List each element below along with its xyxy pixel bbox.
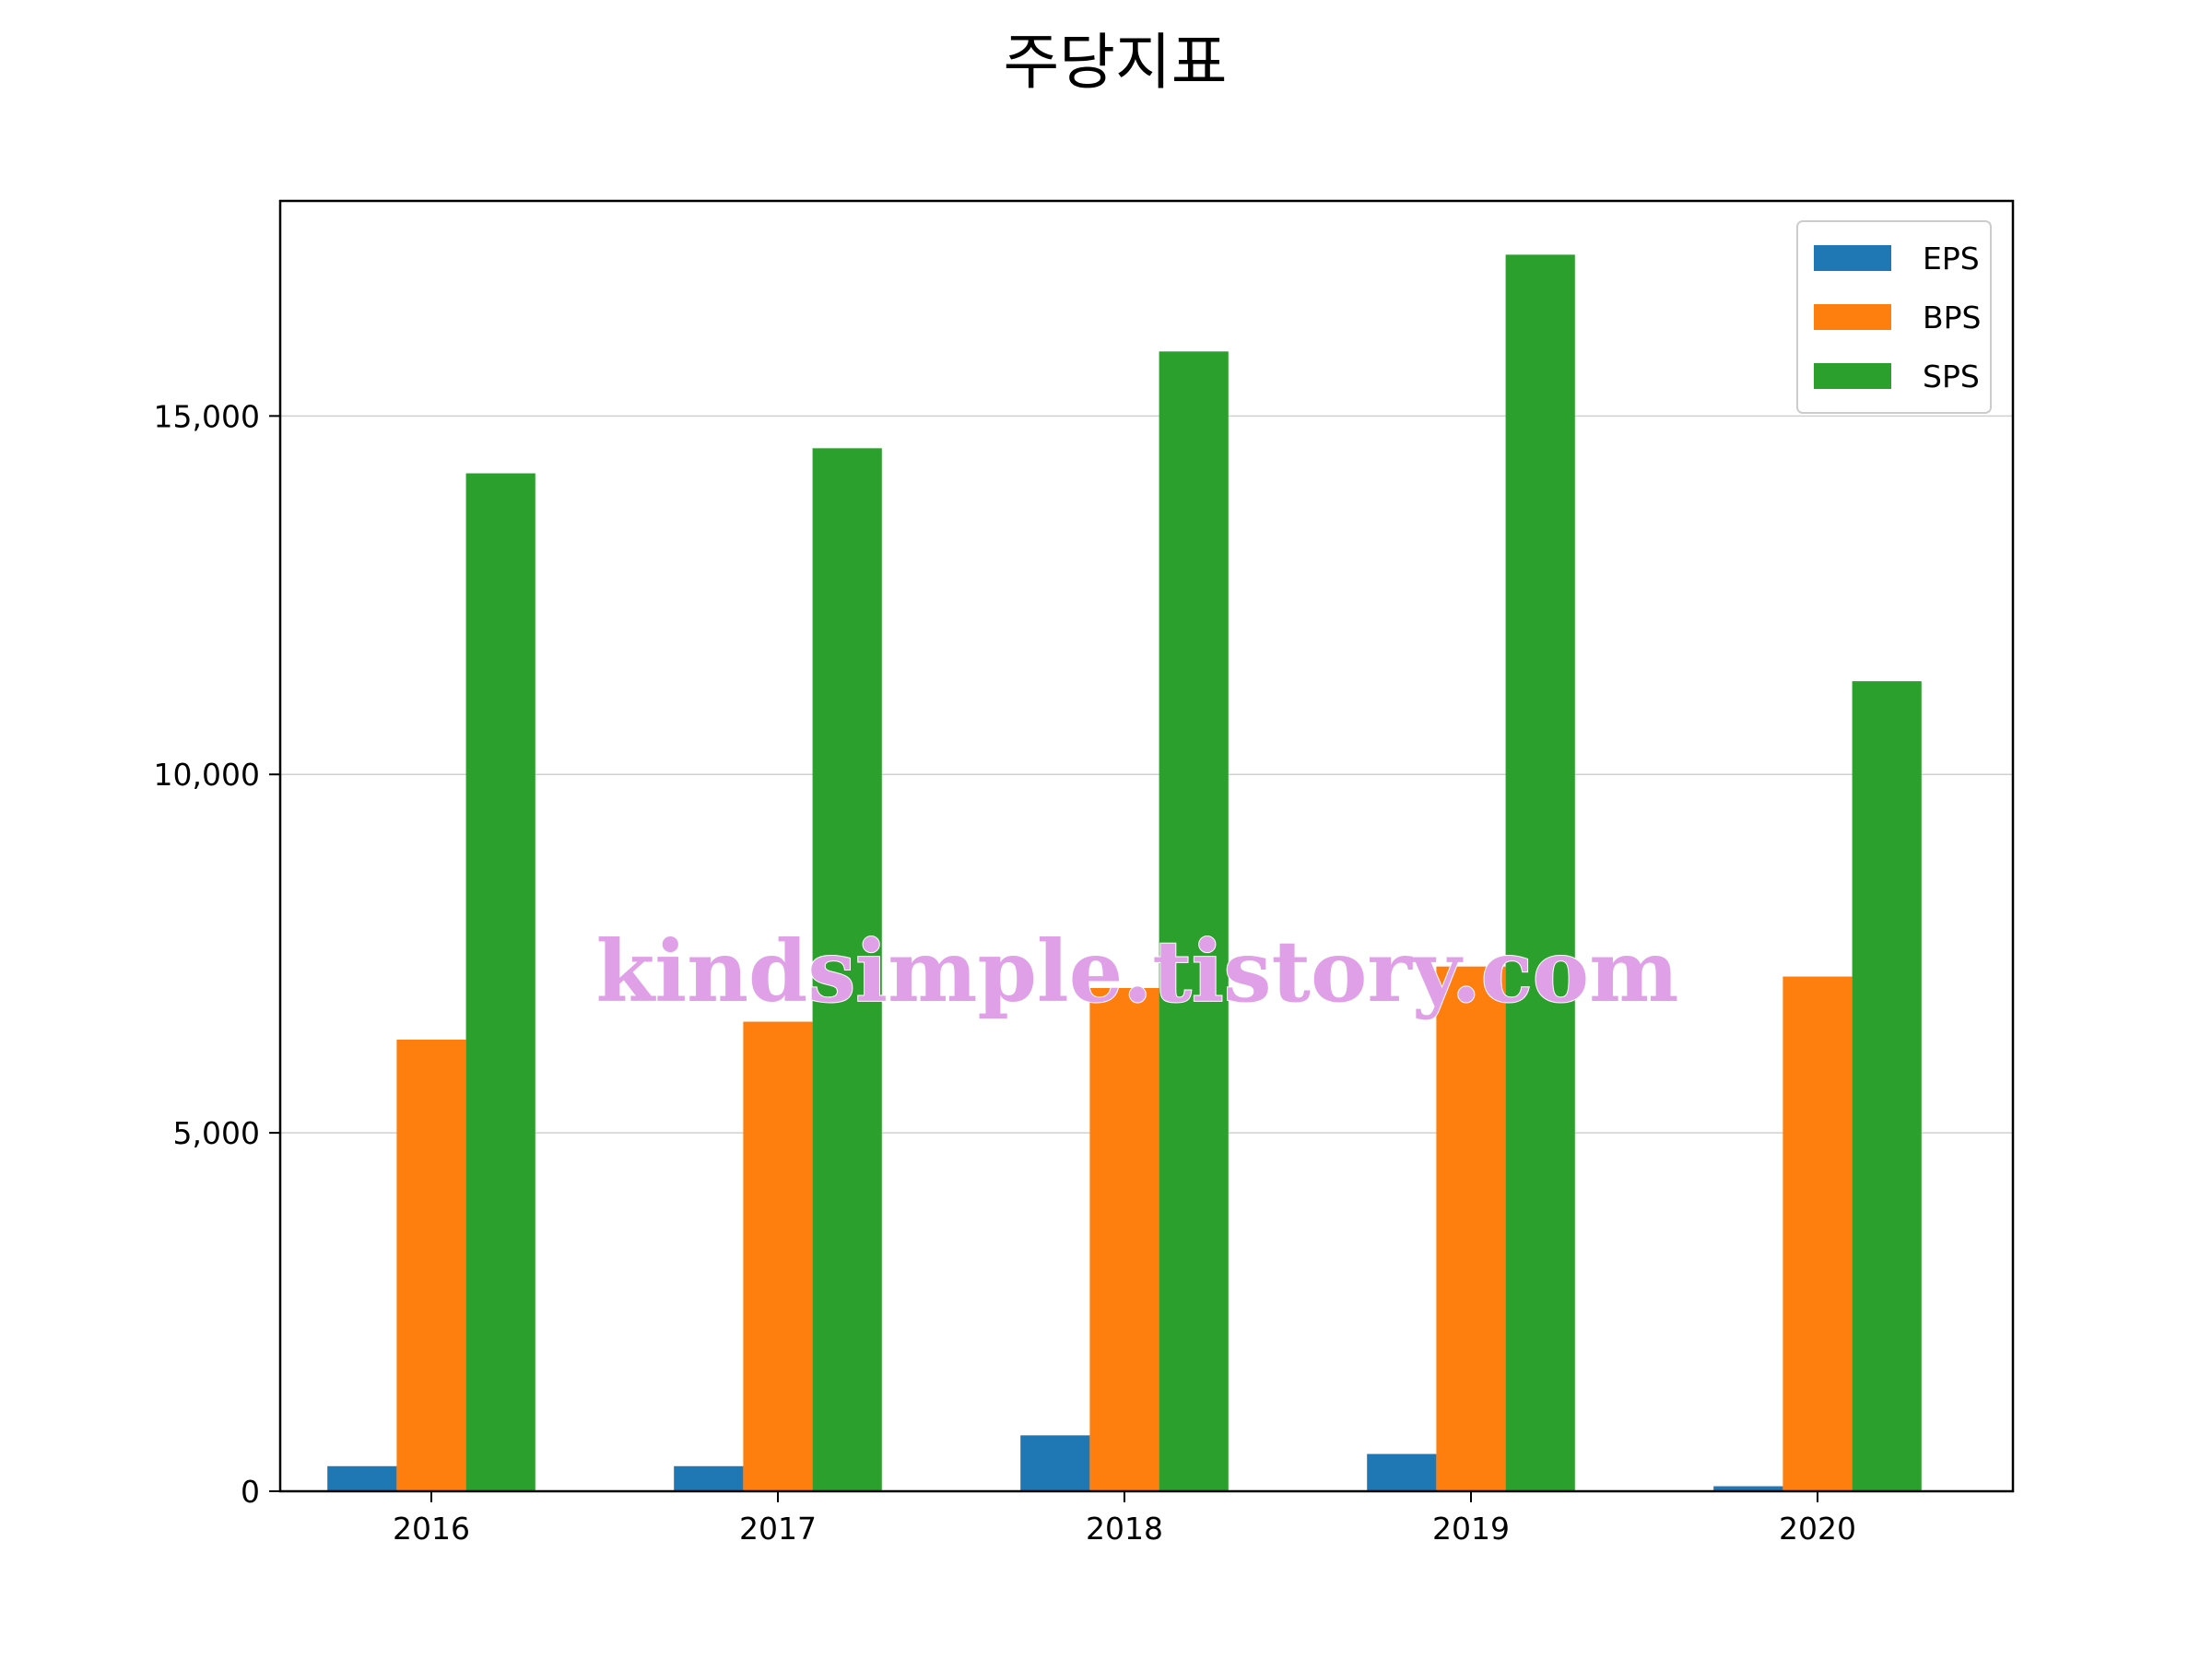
x-tick-label: 2020 [1779,1511,1856,1547]
watermark-text: kindsimple.tistory.com [595,922,1678,1021]
bar-eps-2019 [1367,1453,1437,1491]
x-tick-label: 2019 [1432,1511,1510,1547]
bar-sps-2020 [1852,681,1922,1491]
legend: EPS BPS SPS [1796,220,1992,414]
bar-bps-2018 [1089,988,1159,1491]
bar-bps-2019 [1436,966,1506,1491]
bar-eps-2018 [1020,1435,1090,1491]
bar-eps-2020 [1713,1486,1783,1491]
y-tick-label: 0 [241,1474,260,1510]
bar-bps-2016 [396,1040,466,1491]
legend-swatch-bps [1814,304,1891,330]
x-tick-label: 2017 [739,1511,817,1547]
bar-sps-2016 [465,473,535,1491]
y-tick-label: 5,000 [173,1115,260,1151]
y-tick-label: 15,000 [154,398,260,434]
bar-eps-2016 [327,1465,397,1491]
legend-label-sps: SPS [1923,359,1980,394]
y-tick-label: 10,000 [154,757,260,793]
legend-swatch-sps [1814,363,1891,389]
x-tick-label: 2016 [393,1511,470,1547]
x-tick-label: 2018 [1086,1511,1163,1547]
bar-bps-2020 [1783,976,1853,1491]
bar-sps-2019 [1505,254,1575,1491]
axes: 0 5,000 10,000 15,000 2016 2017 2018 2019 2020 [154,398,1856,1547]
bar-sps-2018 [1159,351,1229,1491]
bars [327,254,1922,1491]
legend-swatch-eps [1814,245,1891,271]
chart-title: 주당지표 [1004,27,1228,98]
bar-bps-2017 [743,1021,813,1491]
legend-label-eps: EPS [1923,241,1980,276]
plot-frame [278,199,2015,1493]
bar-eps-2017 [674,1465,744,1491]
legend-label-bps: BPS [1923,300,1982,335]
bar-sps-2017 [812,448,882,1491]
